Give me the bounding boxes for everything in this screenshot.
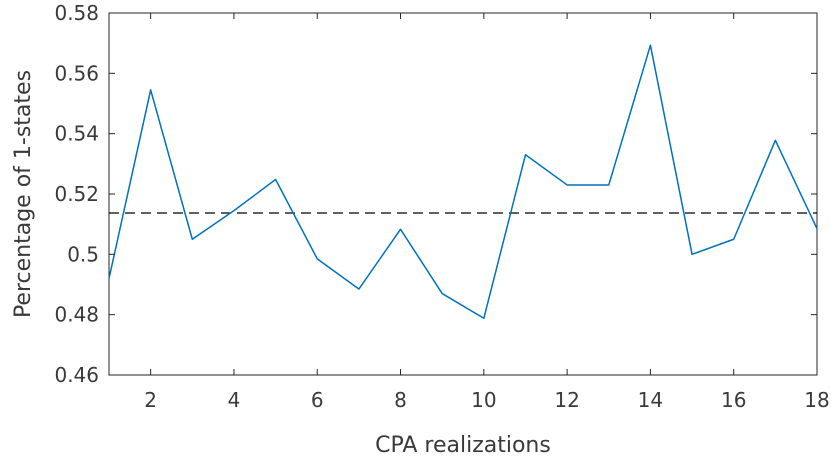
y-tick-label: 0.46 bbox=[54, 363, 99, 387]
x-tick-label: 10 bbox=[471, 388, 496, 412]
y-tick-label: 0.52 bbox=[54, 182, 99, 206]
y-tick-label: 0.56 bbox=[54, 61, 99, 85]
x-tick-label: 8 bbox=[394, 388, 407, 412]
y-axis-ticks: 0.46 0.48 0.5 0.52 0.54 0.56 0.58 bbox=[54, 1, 817, 387]
x-tick-label: 4 bbox=[228, 388, 241, 412]
x-tick-label: 18 bbox=[804, 388, 829, 412]
x-tick-label: 12 bbox=[554, 388, 579, 412]
series-group bbox=[108, 44, 818, 320]
x-tick-label: 2 bbox=[144, 388, 157, 412]
plot-area bbox=[108, 12, 818, 376]
axes-box bbox=[108, 12, 818, 376]
x-tick-label: 6 bbox=[311, 388, 324, 412]
y-tick-label: 0.48 bbox=[54, 303, 99, 327]
y-tick-label: 0.54 bbox=[54, 122, 99, 146]
x-tick-label: 14 bbox=[638, 388, 663, 412]
y-axis-title: Percentage of 1-states bbox=[11, 70, 36, 318]
y-tick-label: 0.58 bbox=[54, 1, 99, 25]
x-axis-ticks: 2 4 6 8 10 12 14 16 18 bbox=[144, 13, 830, 412]
y-tick-label: 0.5 bbox=[67, 242, 99, 266]
series-line bbox=[108, 44, 818, 320]
x-tick-label: 16 bbox=[721, 388, 746, 412]
x-axis-title: CPA realizations bbox=[375, 433, 551, 458]
